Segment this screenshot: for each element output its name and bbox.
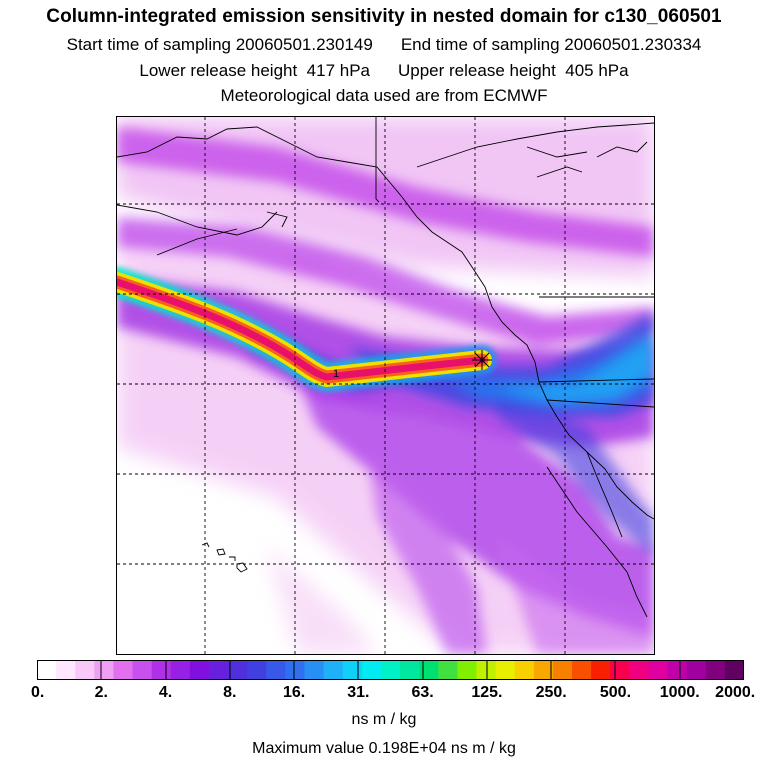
colorbar-swatch [476,660,497,680]
sensitivity-plume [117,267,497,393]
colorbar-swatch [533,660,554,680]
lower-release-label: Lower release height 417 hPa [139,61,370,80]
colorbar-swatch [648,660,669,680]
release-height-line: Lower release height 417 hPa Upper releas… [0,61,768,81]
max-value-label: Maximum value 0.198E+04 ns m / kg [252,740,516,757]
release-marker-label: 1 [333,368,339,380]
colorbar-swatch [189,660,210,680]
colorbar-swatch [629,660,649,680]
hawaiian-islands [201,542,248,573]
colorbar-swatch [228,660,248,680]
colorbar-swatch [361,660,382,680]
colorbar-swatch [400,660,420,680]
colorbar-swatch [342,660,363,680]
start-time-label: Start time of sampling 20060501.230149 [66,35,373,54]
sensitivity-map: 1 [116,116,655,655]
colorbar-swatch [457,660,477,680]
colorbar-swatch [285,660,306,680]
colorbar-tick-labels: 0. 2. 4. 8. 16. 31. 63. 125. 250. 500. 1000. 2000. [0,684,768,706]
colorbar-swatch [667,660,688,680]
colorbar-swatch [705,660,726,680]
colorbar-swatch [591,660,611,680]
upper-release-label: Upper release height 405 hPa [398,61,629,80]
colorbar-tick-label: 2. [94,684,108,701]
colorbar-border [37,660,744,680]
colorbar-tick-label: 31. [347,684,370,701]
colorbar-swatch [419,660,439,680]
colorbar-tick-label: 0. [30,684,45,701]
colorbar-swatch [132,660,153,680]
colorbar-swatch [37,660,57,680]
colorbar-tick-label: 250. [535,684,567,701]
colorbar-swatch [495,660,516,680]
end-time-label: End time of sampling 20060501.230334 [400,35,702,54]
colorbar-swatch [208,660,229,680]
colorbar-swatch [94,660,114,680]
colorbar-swatch [56,660,76,680]
colorbar-swatch [113,660,134,680]
release-marker [472,350,492,370]
colorbar-units: ns m / kg [351,711,417,728]
colorbar-swatch [438,660,458,680]
colorbar-tick-label: 500. [599,684,632,701]
colorbar-swatch [75,660,95,680]
sampling-time-line: Start time of sampling 20060501.230149 En… [0,35,768,55]
colorbar-swatch [151,660,172,680]
colorbar-swatch [247,660,267,680]
colorbar-tick-label: 16. [282,684,306,701]
colorbar-tick-label: 2000. [715,684,756,701]
colorbar-swatch [610,660,630,680]
colorbar [37,660,744,680]
colorbar-swatch [170,660,191,680]
colorbar-tick-label: 4. [158,684,173,701]
colorbar-swatch [266,660,286,680]
colorbar-swatch [686,660,707,680]
colorbar-swatch [304,660,325,680]
colorbar-swatch [514,660,535,680]
colorbar-tick-label: 8. [223,684,237,701]
coastlines [117,122,654,618]
colorbar-tick-label: 63. [411,684,434,701]
plot-title: Column-integrated emission sensitivity i… [46,6,722,27]
colorbar-swatch [380,660,401,680]
colorbar-tick-label: 125. [471,684,503,701]
colorbar-swatch [724,660,744,680]
colorbar-swatch [572,660,592,680]
colorbar-tick-label: 1000. [659,684,700,701]
colorbar-swatch [552,660,573,680]
met-data-label: Meteorological data used are from ECMWF [220,86,548,105]
colorbar-swatch [323,660,344,680]
